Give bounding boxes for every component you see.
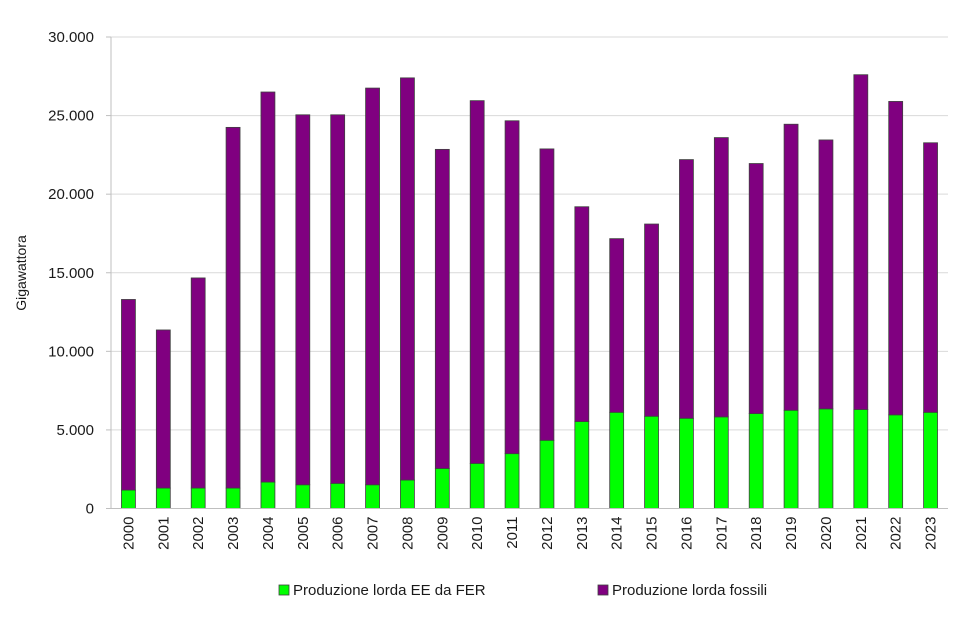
bar-fossili-2013: [574, 206, 590, 422]
x-tick-label: 2022: [888, 517, 905, 550]
x-tick-label: 2001: [155, 517, 172, 550]
x-tick-label: 2016: [678, 517, 695, 550]
x-tick-label: 2018: [748, 517, 765, 550]
x-tick-label: 2019: [783, 517, 800, 550]
bar-fossili-2021: [853, 74, 869, 410]
bar-fer-2001: [155, 487, 171, 509]
bar-fer-2000: [121, 489, 136, 509]
bar-fer-2002: [190, 487, 206, 509]
x-tick-label: 2006: [330, 517, 347, 550]
y-tick-label: 20.000: [48, 186, 94, 203]
legend-swatch: [278, 584, 290, 596]
bar-fer-2003: [225, 487, 241, 509]
x-tick-label: 2003: [225, 517, 242, 550]
x-tick-label: 2000: [120, 517, 137, 550]
bar-fossili-2016: [679, 159, 694, 419]
bar-fossili-2022: [888, 101, 904, 416]
bar-fer-2022: [888, 414, 904, 509]
legend: Produzione lorda EE da FER Produzione lor…: [278, 582, 767, 599]
legend-label: Produzione lorda fossili: [612, 582, 767, 599]
legend-swatch: [597, 584, 609, 596]
bar-fossili-2000: [121, 299, 136, 491]
y-tick-label: 15.000: [48, 265, 94, 282]
y-axis-title: Gigawattora: [13, 235, 29, 311]
legend-label: Produzione lorda EE da FER: [293, 582, 486, 599]
bar-fossili-2010: [469, 100, 485, 464]
x-tick-label: 2015: [644, 517, 661, 550]
bar-fossili-2002: [190, 277, 206, 489]
x-tick-label: 2013: [574, 517, 591, 550]
x-tick-label: 2005: [295, 517, 312, 550]
y-tick-label: 25.000: [48, 108, 94, 125]
y-tick-label: 5.000: [56, 422, 94, 439]
bar-fer-2012: [539, 439, 555, 509]
x-tick-label: 2020: [818, 517, 835, 550]
bar-fossili-2011: [504, 120, 520, 455]
x-tick-label: 2021: [853, 517, 870, 550]
x-tick-label: 2011: [504, 517, 521, 549]
bar-fer-2006: [330, 482, 346, 509]
bar-fossili-2017: [713, 137, 729, 418]
bar-fer-2017: [713, 416, 729, 509]
bar-fossili-2004: [260, 91, 276, 483]
bar-fer-2010: [469, 462, 485, 509]
bar-fer-2021: [853, 409, 869, 509]
bar-fossili-2018: [748, 163, 764, 414]
x-tick-label: 2017: [713, 517, 730, 550]
bar-fossili-2012: [539, 148, 555, 441]
bar-fossili-2007: [365, 87, 380, 486]
bar-fer-2019: [783, 409, 799, 509]
x-tick-label: 2002: [190, 517, 207, 550]
x-tick-label: 2023: [923, 517, 940, 550]
bar-fer-2011: [504, 453, 520, 509]
bar-fer-2016: [679, 417, 694, 509]
bar-fer-2014: [609, 411, 625, 509]
x-tick-label: 2010: [469, 517, 486, 550]
bar-fer-2009: [434, 468, 450, 509]
x-axis-ticks: 2000 2001 2002 2003 2004 2005 2006 2007 2008 2009…: [120, 517, 939, 550]
bar-fer-2005: [295, 484, 311, 509]
bar-fer-2023: [923, 411, 938, 509]
x-tick-label: 2014: [609, 517, 626, 550]
bars: [121, 74, 938, 509]
bar-fossili-2006: [330, 114, 346, 484]
gridlines: [111, 36, 948, 509]
x-tick-label: 2004: [260, 517, 277, 550]
x-tick-label: 2008: [399, 517, 416, 550]
bar-fer-2020: [818, 408, 834, 509]
x-tick-label: 2009: [434, 517, 451, 550]
y-axis-ticks: 0 5.000 10.000 15.000 20.000 25.000 30.000: [48, 29, 111, 518]
bar-fer-2013: [574, 421, 590, 509]
y-tick-label: 30.000: [48, 29, 94, 46]
bar-fer-2007: [365, 484, 380, 509]
y-tick-label: 0: [86, 501, 94, 518]
bar-fer-2018: [748, 413, 764, 509]
y-tick-label: 10.000: [48, 343, 94, 360]
x-tick-label: 2012: [539, 517, 556, 550]
bar-fer-2015: [644, 415, 659, 509]
bar-fossili-2008: [400, 77, 415, 481]
bar-fossili-2020: [818, 139, 834, 410]
bar-fossili-2019: [783, 123, 799, 411]
bar-fossili-2015: [644, 223, 659, 417]
bar-fer-2008: [400, 479, 415, 509]
bar-fossili-2023: [923, 142, 938, 413]
bar-fossili-2009: [434, 148, 450, 469]
bar-fossili-2014: [609, 238, 625, 413]
bar-fer-2004: [260, 481, 276, 509]
bar-fossili-2003: [225, 126, 241, 489]
bar-fossili-2005: [295, 114, 311, 486]
x-tick-label: 2007: [365, 517, 382, 550]
bar-fossili-2001: [155, 329, 171, 489]
